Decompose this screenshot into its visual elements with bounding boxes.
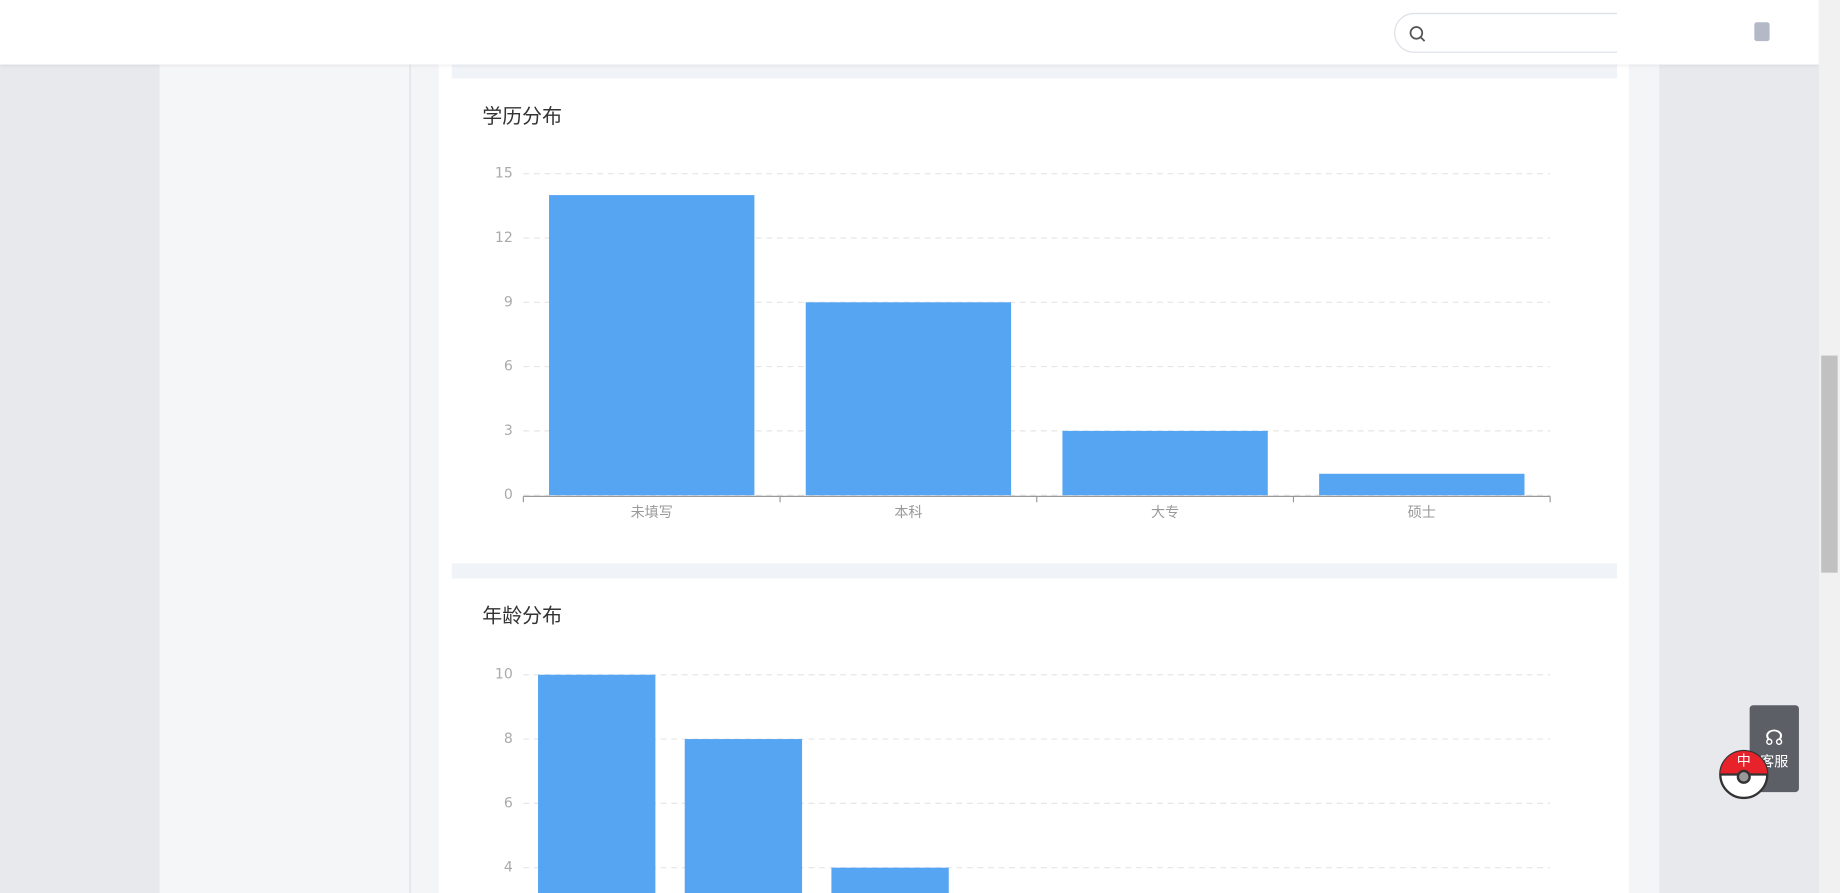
badge-text: 中	[1737, 754, 1751, 770]
search-icon	[1409, 26, 1426, 42]
x-tick-label: 硕士	[1408, 505, 1436, 521]
y-tick-label: 3	[504, 423, 513, 439]
badge[interactable]: 中	[1718, 749, 1770, 801]
bar	[549, 195, 755, 496]
separator	[451, 563, 1618, 579]
separator	[451, 64, 1618, 79]
bar	[831, 867, 949, 893]
bar	[1319, 473, 1525, 496]
search-mask	[1617, 9, 1723, 57]
x-tick-label: 大专	[1151, 505, 1179, 521]
y-tick-label: 9	[504, 294, 513, 310]
book-icon[interactable]	[1753, 21, 1771, 42]
bar	[1062, 430, 1268, 496]
y-tick-label: 10	[495, 667, 513, 683]
scroll-thumb[interactable]	[1821, 355, 1838, 573]
chart-title: 学历分布	[482, 104, 562, 128]
service-icon: ☊	[1764, 726, 1784, 752]
y-tick-label: 8	[504, 731, 513, 747]
y-tick-label: 4	[504, 860, 513, 876]
y-tick-label: 0	[504, 487, 513, 503]
chart-title: 年龄分布	[482, 604, 562, 628]
y-tick-label: 15	[495, 166, 513, 182]
header	[0, 0, 1819, 65]
x-tick-label: 本科	[894, 505, 922, 521]
service-label: 客服	[1760, 753, 1789, 770]
scrollbar[interactable]	[1818, 0, 1840, 893]
chart: 学历分布 0 3 6 9 12 15 未填写 本科 大专 硕士	[482, 104, 1551, 521]
chart: 年龄分布 4 6 8 10	[482, 604, 1551, 893]
y-tick-label: 6	[504, 795, 513, 811]
bar	[805, 302, 1012, 496]
x-tick-label: 未填写	[631, 505, 673, 521]
bar	[538, 674, 656, 893]
y-tick-label: 12	[495, 230, 513, 246]
sidebar	[159, 0, 411, 893]
bar	[684, 739, 803, 893]
y-tick-label: 6	[504, 359, 513, 375]
